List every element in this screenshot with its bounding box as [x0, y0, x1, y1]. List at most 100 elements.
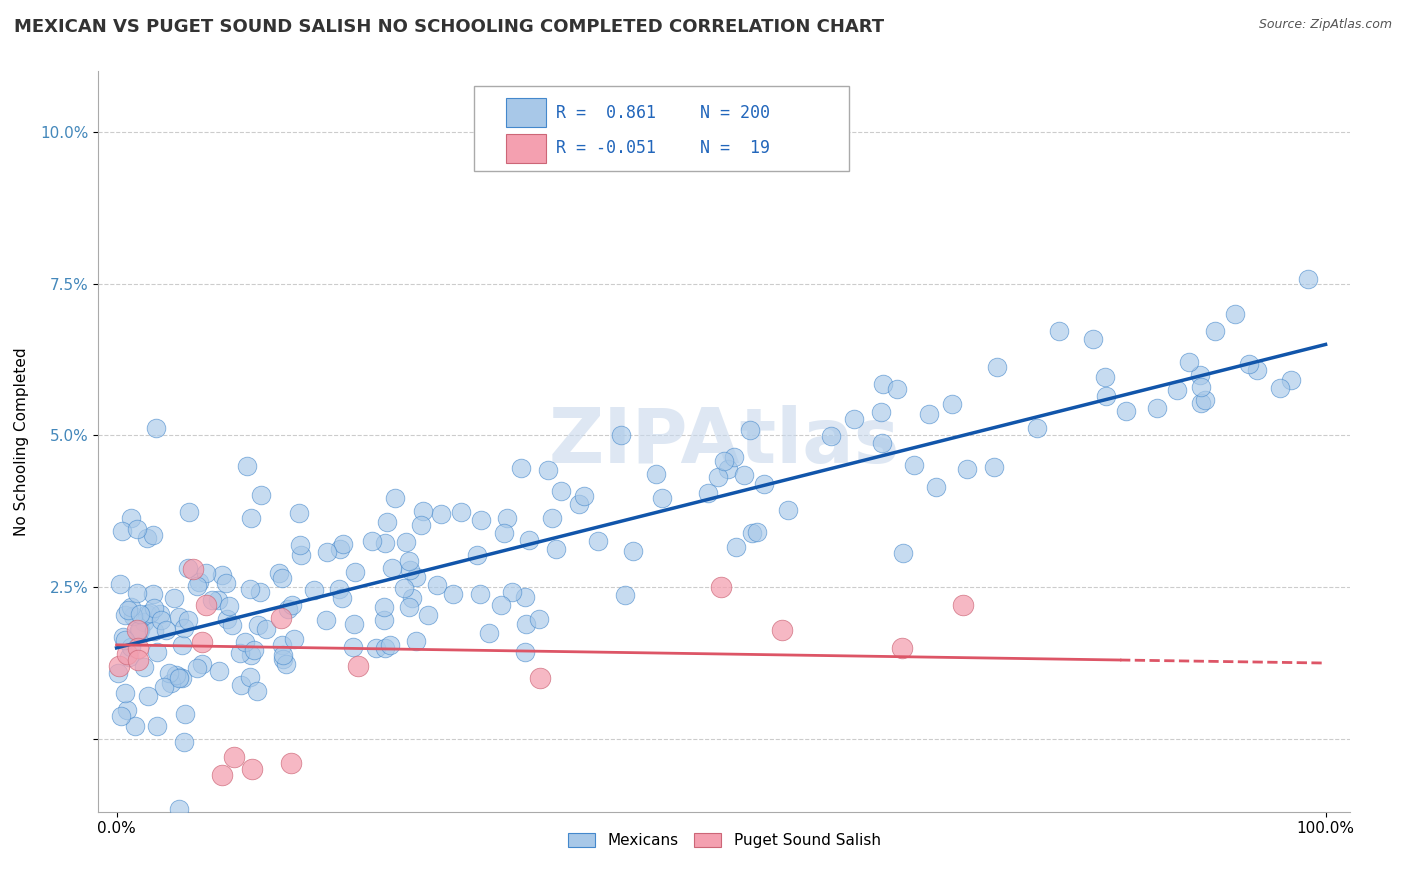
- Point: [1178, 355, 1201, 369]
- Point: [271, 652, 294, 666]
- Point: [886, 382, 908, 396]
- Point: [120, 640, 142, 655]
- Point: [211, 768, 233, 782]
- Point: [465, 548, 488, 562]
- Point: [1188, 368, 1211, 383]
- Point: [167, 610, 190, 624]
- Point: [733, 468, 755, 483]
- Point: [328, 582, 350, 596]
- Point: [903, 458, 925, 472]
- Point: [1094, 389, 1116, 403]
- Point: [347, 659, 370, 673]
- Point: [276, 657, 298, 671]
- Point: [1246, 363, 1268, 377]
- Point: [713, 454, 735, 468]
- Point: [723, 450, 745, 464]
- Point: [110, 708, 132, 723]
- Point: [891, 640, 914, 655]
- Point: [820, 429, 842, 443]
- Point: [374, 641, 396, 656]
- Point: [110, 576, 132, 591]
- Point: [271, 638, 294, 652]
- Point: [239, 670, 262, 684]
- Point: [132, 615, 155, 630]
- Point: [149, 607, 172, 622]
- Point: [405, 569, 427, 583]
- Point: [157, 666, 180, 681]
- Point: [194, 599, 217, 613]
- Point: [586, 533, 609, 548]
- Point: [218, 599, 240, 614]
- Text: R =  0.861: R = 0.861: [557, 103, 657, 121]
- Y-axis label: No Schooling Completed: No Schooling Completed: [14, 347, 30, 536]
- Point: [114, 607, 136, 622]
- Point: [136, 607, 159, 622]
- Point: [143, 624, 166, 639]
- Point: [120, 600, 142, 615]
- Point: [277, 602, 299, 616]
- Point: [138, 689, 160, 703]
- Point: [870, 404, 893, 418]
- Point: [398, 599, 420, 614]
- Point: [201, 592, 224, 607]
- Point: [142, 587, 165, 601]
- Point: [1204, 325, 1226, 339]
- Point: [224, 750, 246, 764]
- Point: [125, 522, 148, 536]
- Point: [177, 561, 200, 575]
- Point: [136, 531, 159, 545]
- Point: [132, 660, 155, 674]
- Point: [1296, 272, 1319, 286]
- Point: [450, 505, 472, 519]
- Point: [501, 584, 523, 599]
- Point: [870, 436, 893, 450]
- Point: [152, 680, 174, 694]
- Point: [343, 617, 366, 632]
- Point: [395, 534, 418, 549]
- Point: [145, 719, 167, 733]
- Point: [269, 566, 291, 580]
- Point: [572, 489, 595, 503]
- Legend: Mexicans, Puget Sound Salish: Mexicans, Puget Sound Salish: [560, 825, 889, 856]
- FancyBboxPatch shape: [506, 98, 547, 128]
- Point: [741, 526, 763, 541]
- Point: [194, 566, 217, 581]
- Text: Source: ZipAtlas.com: Source: ZipAtlas.com: [1258, 18, 1392, 31]
- Point: [183, 562, 205, 576]
- Point: [190, 657, 212, 671]
- Point: [1189, 380, 1212, 394]
- Point: [513, 590, 536, 604]
- Point: [124, 719, 146, 733]
- Point: [986, 359, 1008, 374]
- Point: [172, 671, 194, 685]
- Point: [215, 576, 238, 591]
- Point: [211, 567, 233, 582]
- Point: [167, 670, 190, 684]
- Point: [513, 645, 536, 659]
- Point: [550, 484, 572, 499]
- Point: [270, 571, 292, 585]
- Point: [283, 632, 305, 646]
- Point: [489, 598, 512, 612]
- Point: [1189, 396, 1212, 410]
- Point: [125, 623, 148, 637]
- Point: [179, 506, 201, 520]
- Point: [409, 518, 432, 533]
- Point: [127, 653, 149, 667]
- Point: [229, 678, 252, 692]
- Point: [173, 734, 195, 748]
- Text: ZIPAtlas: ZIPAtlas: [548, 405, 900, 478]
- FancyBboxPatch shape: [506, 134, 547, 163]
- Point: [239, 582, 262, 597]
- Point: [891, 545, 914, 559]
- Point: [239, 510, 262, 524]
- Point: [361, 534, 384, 549]
- Point: [186, 579, 208, 593]
- Point: [129, 624, 152, 638]
- Point: [247, 618, 270, 632]
- Text: N = 200: N = 200: [700, 103, 770, 121]
- Point: [127, 640, 149, 655]
- Point: [418, 607, 440, 622]
- Point: [174, 706, 197, 721]
- Point: [122, 608, 145, 623]
